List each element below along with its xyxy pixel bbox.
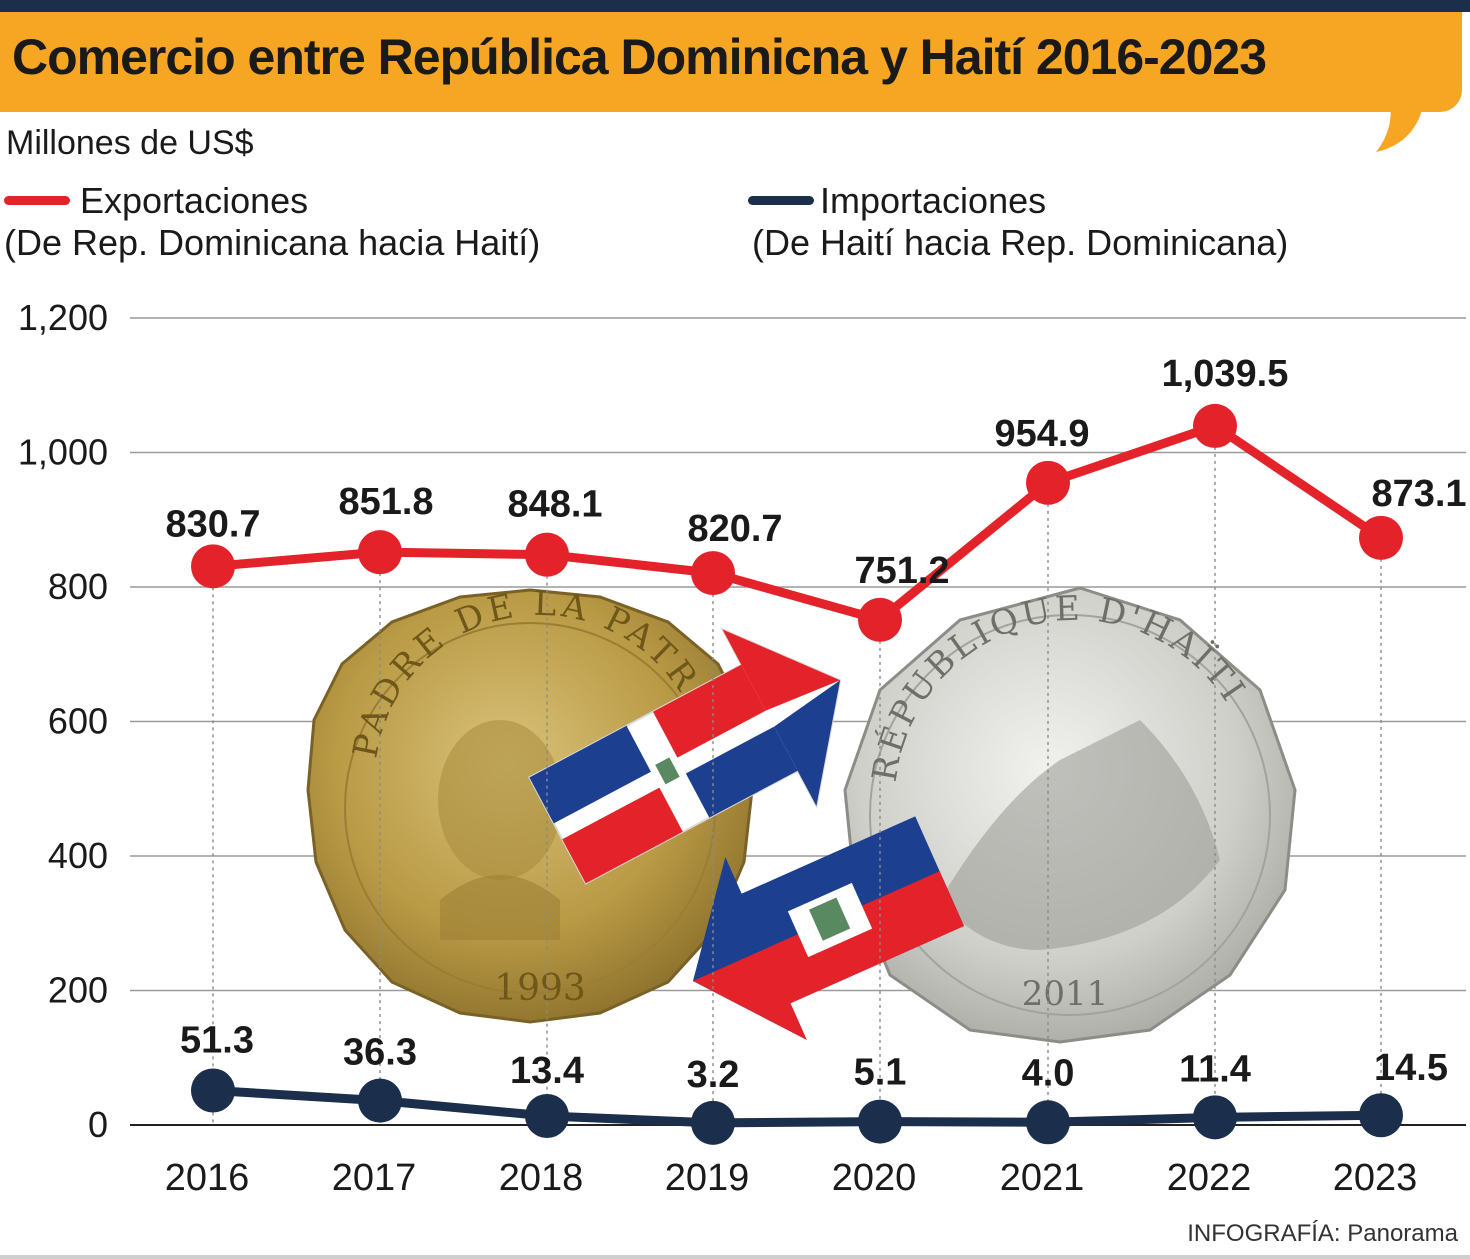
- legend-sub-exports: (De Rep. Dominicana hacia Haití): [4, 222, 541, 263]
- legend-swatch-exports: [4, 196, 70, 205]
- dr-flag-arrow: [528, 627, 842, 885]
- exports-data-label: 848.1: [507, 484, 602, 526]
- series-line-imports: [208, 1086, 1386, 1128]
- haiti-flag-arrow: [692, 816, 965, 1040]
- imports-data-label: 3.2: [687, 1054, 740, 1096]
- exports-data-label: 954.9: [994, 413, 1089, 455]
- title-banner-tail: [1372, 100, 1422, 152]
- y-tick-label: 800: [48, 566, 108, 607]
- title-banner: [0, 12, 1462, 112]
- dr-coin-year: 1993: [494, 968, 586, 1009]
- chart-title: Comercio entre República Dominicna y Hai…: [12, 29, 1267, 85]
- x-tick-label: 2016: [165, 1157, 250, 1199]
- coin-illustration: PADRE DE LA PATRIA 1993 RÉPUBLIQUE D'HAÏ…: [306, 584, 1297, 1044]
- imports-data-label: 11.4: [1179, 1048, 1251, 1090]
- imports-point: [1193, 1095, 1237, 1140]
- imports-point: [691, 1100, 735, 1145]
- x-tick-label: 2022: [1167, 1157, 1252, 1199]
- x-tick-label: 2019: [665, 1157, 750, 1199]
- top-rule: [0, 0, 1470, 12]
- legend-label-imports: Importaciones: [820, 180, 1047, 221]
- y-tick-label: 0: [88, 1104, 108, 1145]
- dr-coin-portrait: [438, 720, 562, 880]
- y-tick-label: 1,000: [18, 432, 108, 473]
- imports-data-label: 13.4: [510, 1050, 584, 1092]
- credit: INFOGRAFÍA: Panorama: [1187, 1220, 1458, 1247]
- exports-point: [691, 551, 735, 596]
- legend-label-exports: Exportaciones: [80, 180, 309, 221]
- imports-point: [191, 1068, 235, 1113]
- x-tick-label: 2017: [332, 1157, 417, 1199]
- exports-point: [191, 544, 235, 589]
- exports-point: [1026, 460, 1070, 505]
- y-tick-label: 400: [48, 835, 108, 876]
- x-tick-label: 2023: [1333, 1157, 1418, 1199]
- x-tick-label: 2020: [832, 1157, 917, 1199]
- unit-label: Millones de US$: [6, 124, 254, 162]
- data-labels: 830.7 851.8 848.1 820.7 751.2 954.9 1,039.5 873…: [165, 353, 1466, 1096]
- y-tick-label: 1,200: [18, 297, 108, 338]
- exports-point: [1193, 403, 1237, 448]
- ht-coin-year: 2011: [1022, 974, 1109, 1014]
- exports-data-label: 751.2: [854, 550, 949, 592]
- x-axis: 2016 2017 2018 2019 2020 2021 2022 2023: [165, 1157, 1418, 1199]
- exports-data-label: 830.7: [165, 503, 260, 545]
- y-tick-label: 600: [48, 701, 108, 742]
- series-line-exports: [208, 421, 1386, 625]
- imports-point: [358, 1078, 402, 1123]
- imports-data-label: 14.5: [1374, 1047, 1448, 1089]
- x-tick-label: 2021: [1000, 1157, 1085, 1199]
- x-tick-label: 2018: [499, 1157, 584, 1199]
- legend-swatch-imports: [748, 196, 814, 205]
- exports-point: [525, 532, 569, 577]
- exports-data-label: 851.8: [338, 481, 433, 523]
- exports-point: [358, 530, 402, 575]
- exports-data-label: 1,039.5: [1162, 353, 1289, 395]
- imports-point: [525, 1093, 569, 1138]
- series: [191, 403, 1403, 1145]
- legend-sub-imports: (De Haití hacia Rep. Dominicana): [752, 222, 1289, 263]
- imports-data-label: 36.3: [343, 1032, 417, 1074]
- imports-data-label: 51.3: [180, 1020, 254, 1062]
- imports-point: [858, 1099, 902, 1144]
- imports-data-label: 5.1: [854, 1052, 907, 1094]
- bottom-rule: [0, 1255, 1470, 1259]
- imports-data-label: 4.0: [1022, 1052, 1075, 1094]
- ht-coin-citadel: [940, 720, 1220, 950]
- x-guides: [212, 425, 1382, 1125]
- exports-data-label: 820.7: [687, 508, 782, 550]
- exports-point: [1359, 515, 1403, 560]
- imports-point: [1026, 1100, 1070, 1145]
- y-axis: 0 200 400 600 800 1,000 1,200: [18, 297, 108, 1145]
- exports-data-label: 873.1: [1371, 473, 1466, 515]
- exports-point: [858, 597, 902, 642]
- imports-point: [1359, 1093, 1403, 1138]
- y-tick-label: 200: [48, 970, 108, 1011]
